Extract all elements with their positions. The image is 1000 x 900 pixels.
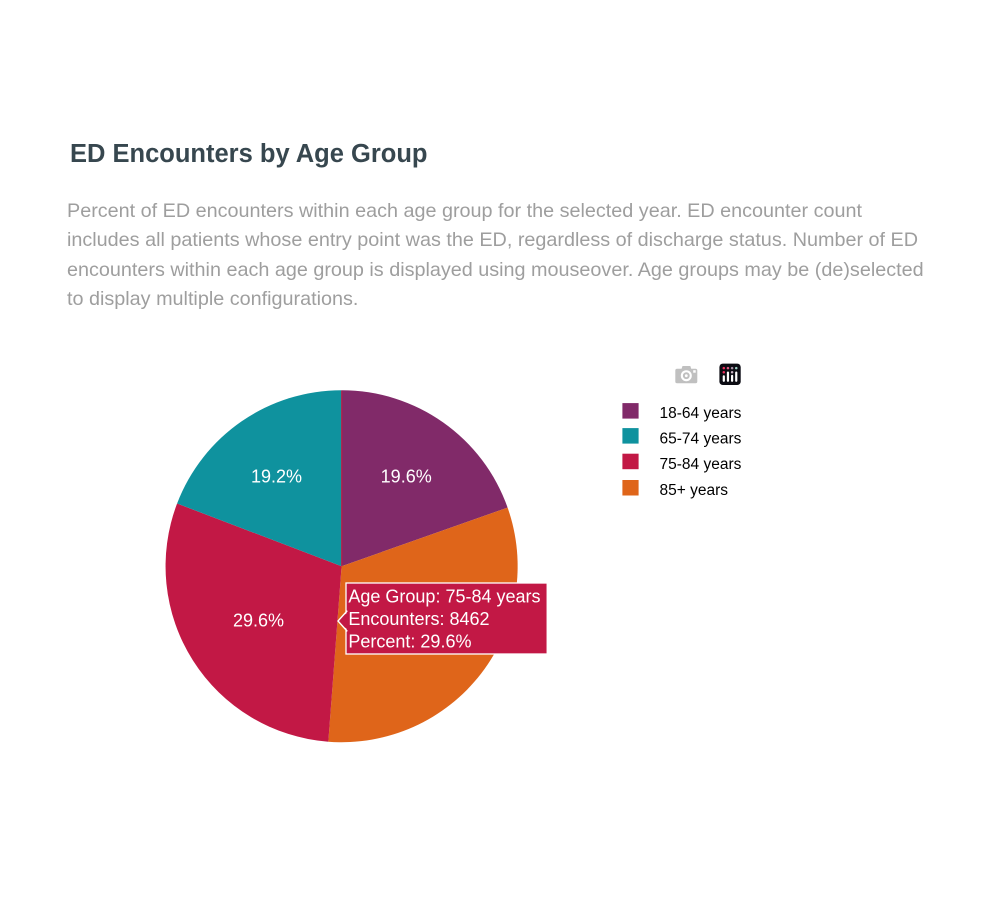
svg-text:Percent: 29.6%: Percent: 29.6%	[348, 631, 471, 651]
svg-text:29.6%: 29.6%	[233, 611, 284, 631]
svg-text:65-74 years: 65-74 years	[660, 430, 742, 447]
svg-text:75-84 years: 75-84 years	[660, 456, 742, 473]
svg-text:19.2%: 19.2%	[251, 467, 302, 487]
svg-text:Age Group: 75-84 years: Age Group: 75-84 years	[348, 586, 540, 606]
svg-text:18-64 years: 18-64 years	[660, 405, 742, 422]
svg-text:19.6%: 19.6%	[381, 467, 432, 487]
svg-text:85+ years: 85+ years	[660, 482, 729, 499]
svg-text:Encounters: 8462: Encounters: 8462	[348, 609, 489, 629]
